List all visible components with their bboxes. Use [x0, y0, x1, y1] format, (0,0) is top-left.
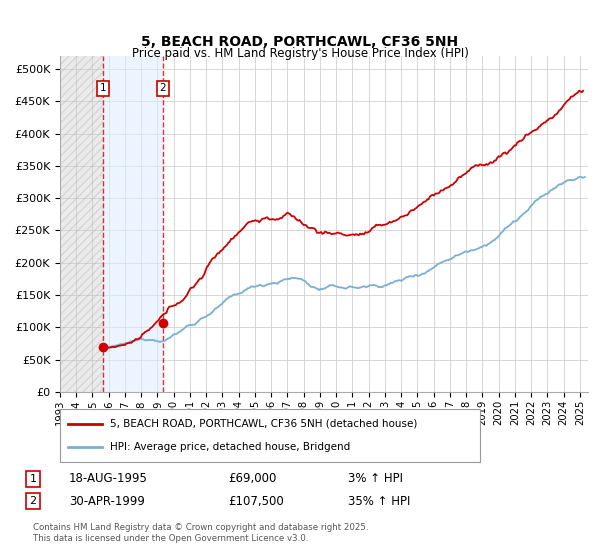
Text: 1: 1 [100, 83, 106, 94]
Text: 30-APR-1999: 30-APR-1999 [69, 494, 145, 508]
Text: 2: 2 [29, 496, 37, 506]
Text: 18-AUG-1995: 18-AUG-1995 [69, 472, 148, 486]
Text: £69,000: £69,000 [228, 472, 277, 486]
Text: 5, BEACH ROAD, PORTHCAWL, CF36 5NH (detached house): 5, BEACH ROAD, PORTHCAWL, CF36 5NH (deta… [110, 419, 418, 429]
Bar [103, 56, 163, 392]
Text: 1: 1 [29, 474, 37, 484]
Text: 5, BEACH ROAD, PORTHCAWL, CF36 5NH: 5, BEACH ROAD, PORTHCAWL, CF36 5NH [142, 35, 458, 49]
FancyBboxPatch shape [60, 409, 480, 462]
Text: 3% ↑ HPI: 3% ↑ HPI [348, 472, 403, 486]
Text: 35% ↑ HPI: 35% ↑ HPI [348, 494, 410, 508]
Text: Contains HM Land Registry data © Crown copyright and database right 2025.
This d: Contains HM Land Registry data © Crown c… [33, 524, 368, 543]
Text: £107,500: £107,500 [228, 494, 284, 508]
Text: Price paid vs. HM Land Registry's House Price Index (HPI): Price paid vs. HM Land Registry's House … [131, 46, 469, 60]
Text: HPI: Average price, detached house, Bridgend: HPI: Average price, detached house, Brid… [110, 442, 350, 452]
Text: 2: 2 [160, 83, 166, 94]
Bar [60, 56, 103, 392]
